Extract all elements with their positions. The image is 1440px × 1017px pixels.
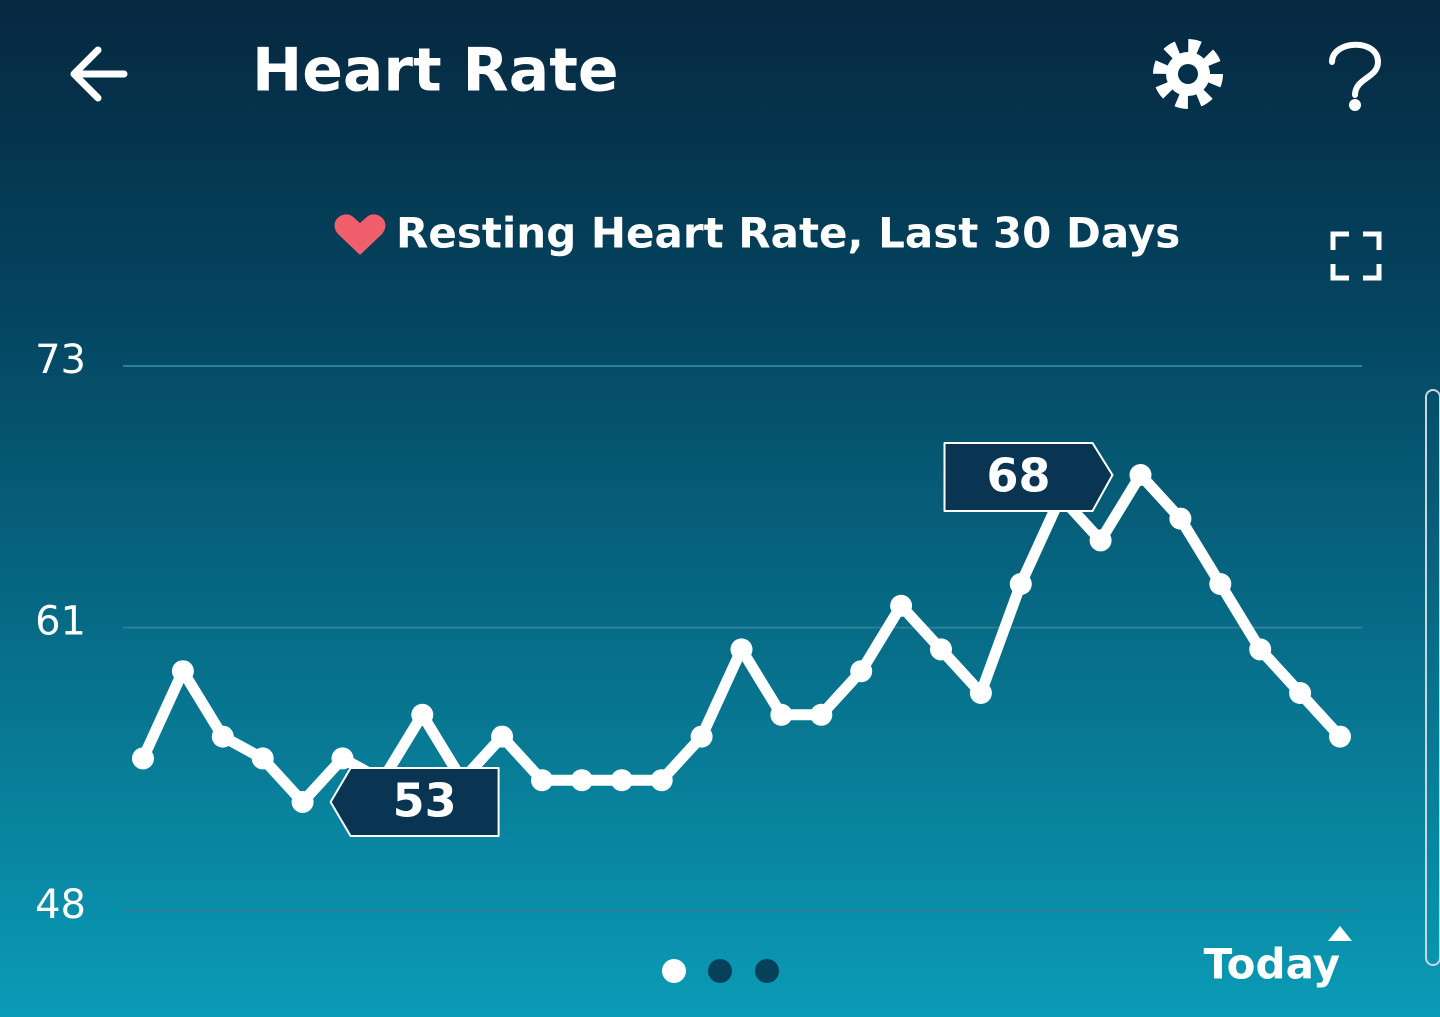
y-tick-label: 61 — [35, 599, 86, 645]
point — [570, 769, 593, 792]
header-title: Heart Rate — [252, 36, 619, 106]
point — [331, 747, 354, 770]
point — [690, 725, 713, 748]
point — [930, 638, 952, 661]
point — [1289, 682, 1312, 704]
point — [211, 725, 234, 748]
point — [850, 660, 873, 683]
point — [1129, 464, 1152, 486]
plot: 48 61 73 Today 53 68 — [35, 337, 1362, 989]
fullscreen-button[interactable] — [1330, 231, 1382, 281]
help-button[interactable] — [1329, 41, 1382, 111]
point — [1209, 573, 1232, 595]
point — [1249, 638, 1272, 661]
point — [969, 682, 992, 704]
point — [411, 703, 434, 726]
page-dot[interactable] — [708, 959, 732, 983]
page-dot[interactable] — [755, 959, 779, 983]
heart-icon — [334, 214, 386, 255]
point — [491, 725, 514, 748]
settings-button[interactable] — [1153, 39, 1223, 109]
point — [251, 747, 274, 770]
point — [770, 703, 793, 726]
point — [531, 769, 553, 792]
point — [890, 594, 913, 617]
point — [730, 638, 753, 661]
value-callout — [329, 767, 500, 837]
point — [1089, 529, 1112, 552]
back-button[interactable] — [70, 46, 128, 102]
y-tick-label: 73 — [35, 337, 86, 383]
page-dot-active[interactable] — [662, 959, 686, 983]
point — [650, 769, 673, 792]
point — [132, 747, 154, 770]
value-callout — [943, 442, 1114, 512]
value-label: 68 — [986, 449, 1050, 503]
point — [810, 703, 833, 726]
point — [1009, 573, 1032, 595]
point — [610, 769, 633, 792]
today-marker — [1328, 926, 1352, 941]
value-label: 53 — [393, 774, 457, 828]
point — [171, 660, 194, 683]
point — [291, 791, 314, 813]
x-tick-label: Today — [1204, 940, 1340, 989]
side-panel-edge — [1425, 389, 1440, 966]
point — [1329, 725, 1351, 748]
point — [1169, 507, 1192, 530]
chart-title: Resting Heart Rate, Last 30 Days — [396, 209, 1180, 258]
y-tick-label: 48 — [35, 882, 86, 928]
